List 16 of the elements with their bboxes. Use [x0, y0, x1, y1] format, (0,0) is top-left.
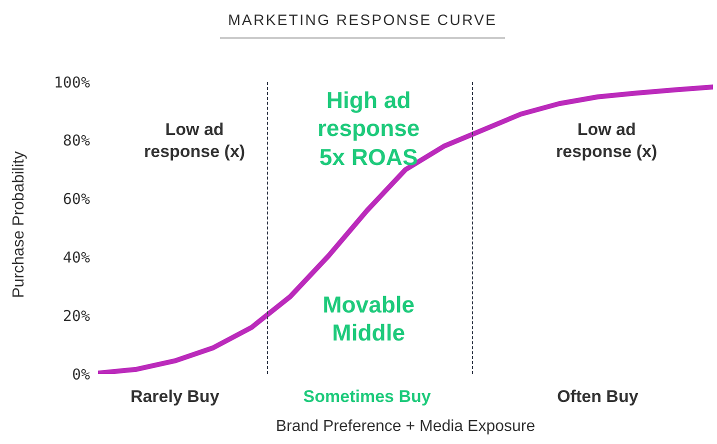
annotation: Movable Middle [322, 290, 416, 348]
chart-title: MARKETING RESPONSE CURVE [220, 12, 506, 39]
annotation: Low ad response (x) [555, 119, 658, 162]
x-axis-title: Brand Preference + Media Exposure [274, 418, 536, 436]
annotation: High ad response 5x ROAS [316, 86, 421, 172]
y-axis-title: Purchase Probability [10, 151, 28, 298]
x-tick-label: Sometimes Buy [303, 387, 432, 406]
x-tick-label: Rarely Buy [130, 387, 220, 406]
y-tick-label: 100% [54, 73, 90, 92]
y-tick-label: 60% [62, 190, 90, 208]
x-tick-label: Often Buy [557, 387, 639, 406]
y-tick-label: 20% [62, 306, 90, 325]
y-tick-label: 80% [62, 132, 90, 150]
annotation: Low ad response (x) [143, 119, 246, 162]
y-tick-label: 40% [62, 248, 90, 267]
y-tick-label: 0% [72, 365, 90, 384]
